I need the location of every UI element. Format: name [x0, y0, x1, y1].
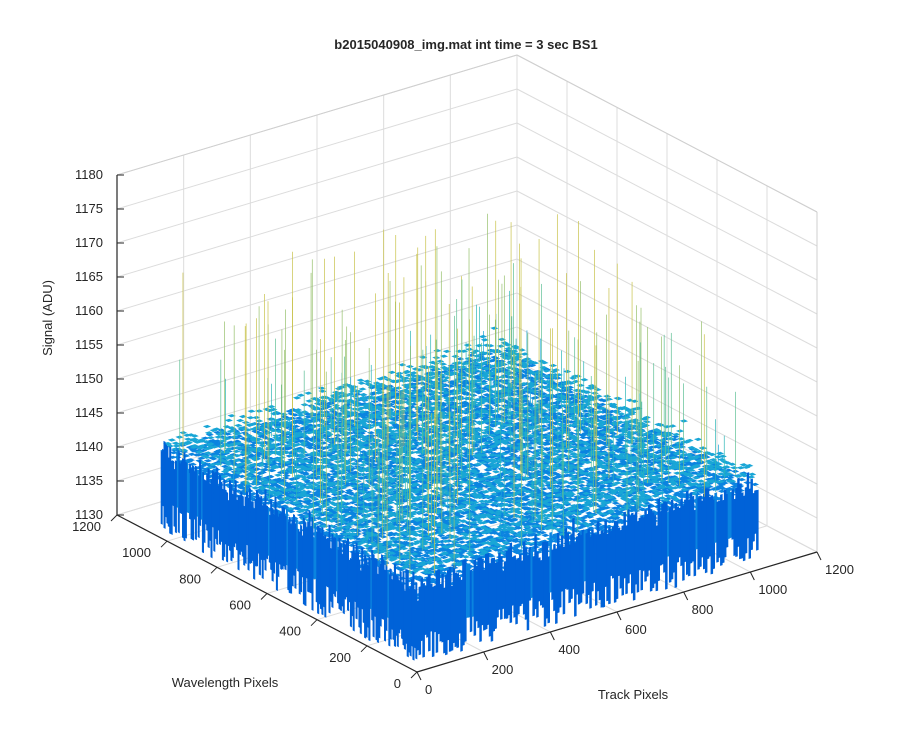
surface-cell: [581, 378, 588, 381]
surface-cell: [698, 480, 705, 483]
surface-cell: [546, 389, 553, 392]
x-tick: [484, 652, 488, 660]
surface-cell: [306, 400, 313, 403]
x-tick: [684, 592, 688, 600]
y-tick: [411, 672, 417, 678]
surface-cell: [644, 421, 651, 424]
surface-cell: [677, 430, 684, 433]
surface-cell: [437, 360, 444, 363]
x-tick: [817, 552, 821, 560]
surface-cell: [433, 356, 440, 359]
surface-cell: [572, 449, 579, 452]
surface-cell: [700, 447, 707, 450]
surface-cell: [357, 379, 364, 382]
surface-cell: [491, 327, 498, 330]
surface-cell: [368, 432, 375, 435]
surface-cell: [493, 471, 500, 474]
surface-cell: [542, 534, 549, 537]
y-tick: [211, 567, 217, 573]
surface-cell: [318, 387, 325, 390]
x-tick: [550, 632, 554, 640]
x-tick: [750, 572, 754, 580]
surface-cell: [359, 388, 366, 391]
surface-cell: [482, 339, 489, 342]
surface-cell: [731, 467, 738, 470]
surface-cell: [749, 473, 756, 476]
surface-cell: [464, 344, 471, 347]
surface-cell: [399, 364, 406, 367]
surface-cell: [604, 395, 611, 398]
surface-cell: [301, 403, 308, 406]
surface-cell: [537, 446, 544, 449]
surface-cell: [695, 438, 702, 441]
y-tick: [311, 620, 317, 626]
x-tick: [417, 672, 421, 680]
surface-cell: [564, 370, 571, 373]
surface-cell: [528, 447, 535, 450]
surface-cell: [392, 444, 399, 447]
surface-cell: [298, 394, 305, 397]
y-tick: [361, 646, 367, 652]
surface-cell: [673, 433, 680, 436]
surface-cell: [594, 388, 601, 391]
surface-cell: [717, 452, 724, 455]
surface-cell: [389, 371, 396, 374]
surface-cell: [440, 363, 447, 366]
surface-cell: [567, 391, 574, 394]
surface-cell: [358, 382, 365, 385]
surface-cell: [494, 404, 501, 407]
surface-cell: [582, 410, 589, 413]
surface-cell: [407, 365, 414, 368]
y-tick: [111, 515, 117, 521]
surface-cell: [372, 400, 379, 403]
x-tick: [617, 612, 621, 620]
y-tick: [161, 541, 167, 547]
surface-cell: [441, 355, 448, 358]
y-tick: [261, 594, 267, 600]
surface-cell: [294, 397, 301, 400]
